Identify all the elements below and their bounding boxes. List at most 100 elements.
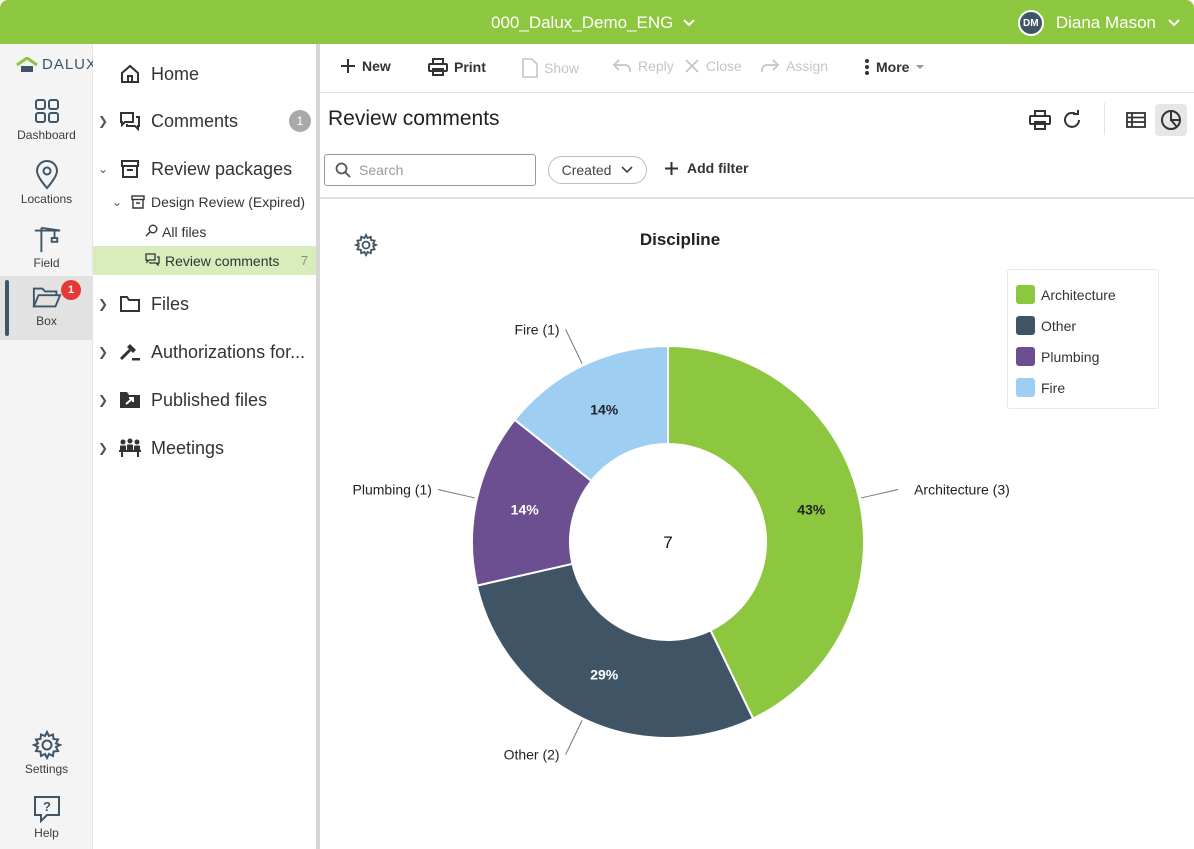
callout-line [565,329,583,364]
panel-splitter[interactable] [316,44,320,849]
chevron-right-icon: ❯ [97,297,109,311]
close-button[interactable]: Close [684,58,742,74]
crane-icon [32,224,62,254]
folder-icon [117,292,143,316]
search-input[interactable] [359,162,529,178]
rail-box[interactable]: Box 1 [0,276,93,340]
add-filter-button[interactable]: Add filter [664,160,748,176]
chevron-right-icon: ❯ [97,441,109,455]
dalux-logo: DALUX [16,56,97,73]
print-button[interactable]: Print [428,58,486,76]
slice-callout-label: Other (2) [504,747,560,763]
legend-item-fire[interactable]: Fire [1016,372,1150,403]
printer-icon [428,58,448,76]
more-button[interactable]: More [864,58,925,76]
home-icon [117,62,143,86]
gear-icon [31,730,62,760]
nav-all-files[interactable]: All files [93,220,317,244]
callout-line [565,720,583,755]
slice-percent-label: 14% [511,501,540,517]
help-icon: ? [32,794,62,824]
pie-chart-icon [1161,110,1181,130]
legend-item-plumbing[interactable]: Plumbing [1016,341,1150,372]
legend-item-other[interactable]: Other [1016,310,1150,341]
reply-arrow-icon [612,59,631,72]
app-rail: DALUX Dashboard Locations Field Box 1 Se… [0,44,96,849]
chevron-right-icon: ❯ [97,114,109,128]
assign-arrow-icon [761,59,780,72]
comments-icon [145,252,160,269]
pie-slice-architecture[interactable] [667,344,865,720]
search-field[interactable] [324,154,536,186]
chevron-down-icon: ⌄ [111,195,123,209]
rail-dashboard[interactable]: Dashboard [0,90,93,154]
callout-line [860,488,899,499]
box-notification-badge: 1 [61,280,81,300]
plus-icon [341,59,355,73]
project-name: 000_Dalux_Demo_ENG [491,13,674,32]
chart-title: Discipline [639,230,721,249]
document-icon [522,58,538,78]
dalux-house-icon [16,56,38,72]
search-icon [335,162,351,178]
top-bar: 000_Dalux_Demo_ENG DM Diana Mason [0,0,1194,44]
created-filter-dropdown[interactable]: Created [548,156,647,184]
pie-slice-other[interactable] [475,562,755,739]
search-icon [145,224,158,240]
pie-slice-plumbing[interactable] [471,418,593,587]
assign-button[interactable]: Assign [760,58,828,74]
reply-button[interactable]: Reply [612,58,674,74]
legend-item-architecture[interactable]: Architecture [1016,279,1150,310]
rail-settings[interactable]: Settings [0,724,93,788]
show-button[interactable]: Show [522,58,579,78]
project-selector[interactable]: 000_Dalux_Demo_ENG [491,13,696,33]
nav-meetings[interactable]: ❯ Meetings [93,435,317,461]
chevron-down-icon [1168,19,1180,27]
chart-settings-button[interactable] [353,232,379,262]
meeting-people-icon [117,436,143,460]
nav-published-files[interactable]: ❯ Published files [93,387,317,413]
callout-line [437,488,476,499]
user-menu[interactable]: DM Diana Mason [1017,10,1180,36]
rail-field[interactable]: Field [0,218,93,282]
avatar: DM [1017,10,1044,36]
legend-swatch [1016,316,1035,335]
archive-box-icon [117,157,143,181]
close-icon [685,59,699,73]
nav-authorizations[interactable]: ❯ Authorizations for... [93,339,317,365]
nav-review-comments[interactable]: Review comments 7 [93,246,317,275]
chevron-right-icon: ❯ [97,393,109,407]
slice-callout-label: Plumbing (1) [353,481,432,497]
header-divider [1104,103,1105,135]
chevron-down-icon [621,166,633,174]
navigation-panel: Home ❯ Comments 1 ⌄ Review packages ⌄ De… [93,44,317,849]
legend-swatch [1016,347,1035,366]
nav-comments[interactable]: ❯ Comments 1 [93,108,317,134]
print-view-button[interactable] [1026,106,1054,134]
slice-callout-label: Fire (1) [514,321,559,337]
chevron-down-icon: ⌄ [97,162,109,176]
gavel-icon [117,340,143,364]
svg-text:?: ? [43,799,51,814]
gear-icon [353,232,379,258]
pie-slice-fire[interactable] [513,344,669,483]
rail-help[interactable]: ? Help [0,788,93,849]
dashboard-grid-icon [32,96,62,126]
nav-review-packages[interactable]: ⌄ Review packages [93,156,317,182]
list-view-button[interactable] [1122,106,1150,134]
folder-open-icon [31,282,62,312]
chevron-right-icon: ❯ [97,345,109,359]
nav-design-review[interactable]: ⌄ Design Review (Expired) [93,190,317,214]
slice-percent-label: 14% [590,402,619,418]
nav-home[interactable]: Home [93,61,317,87]
chart-view-button[interactable] [1155,104,1187,136]
chevron-down-icon [683,19,696,27]
slice-callout-label: Architecture (3) [914,481,1010,497]
content-divider [320,197,1194,199]
slice-percent-label: 43% [797,501,826,517]
new-button[interactable]: New [340,58,391,74]
refresh-button[interactable] [1058,106,1086,134]
nav-files[interactable]: ❯ Files [93,291,317,317]
rail-locations[interactable]: Locations [0,154,93,218]
plus-icon [665,161,678,175]
